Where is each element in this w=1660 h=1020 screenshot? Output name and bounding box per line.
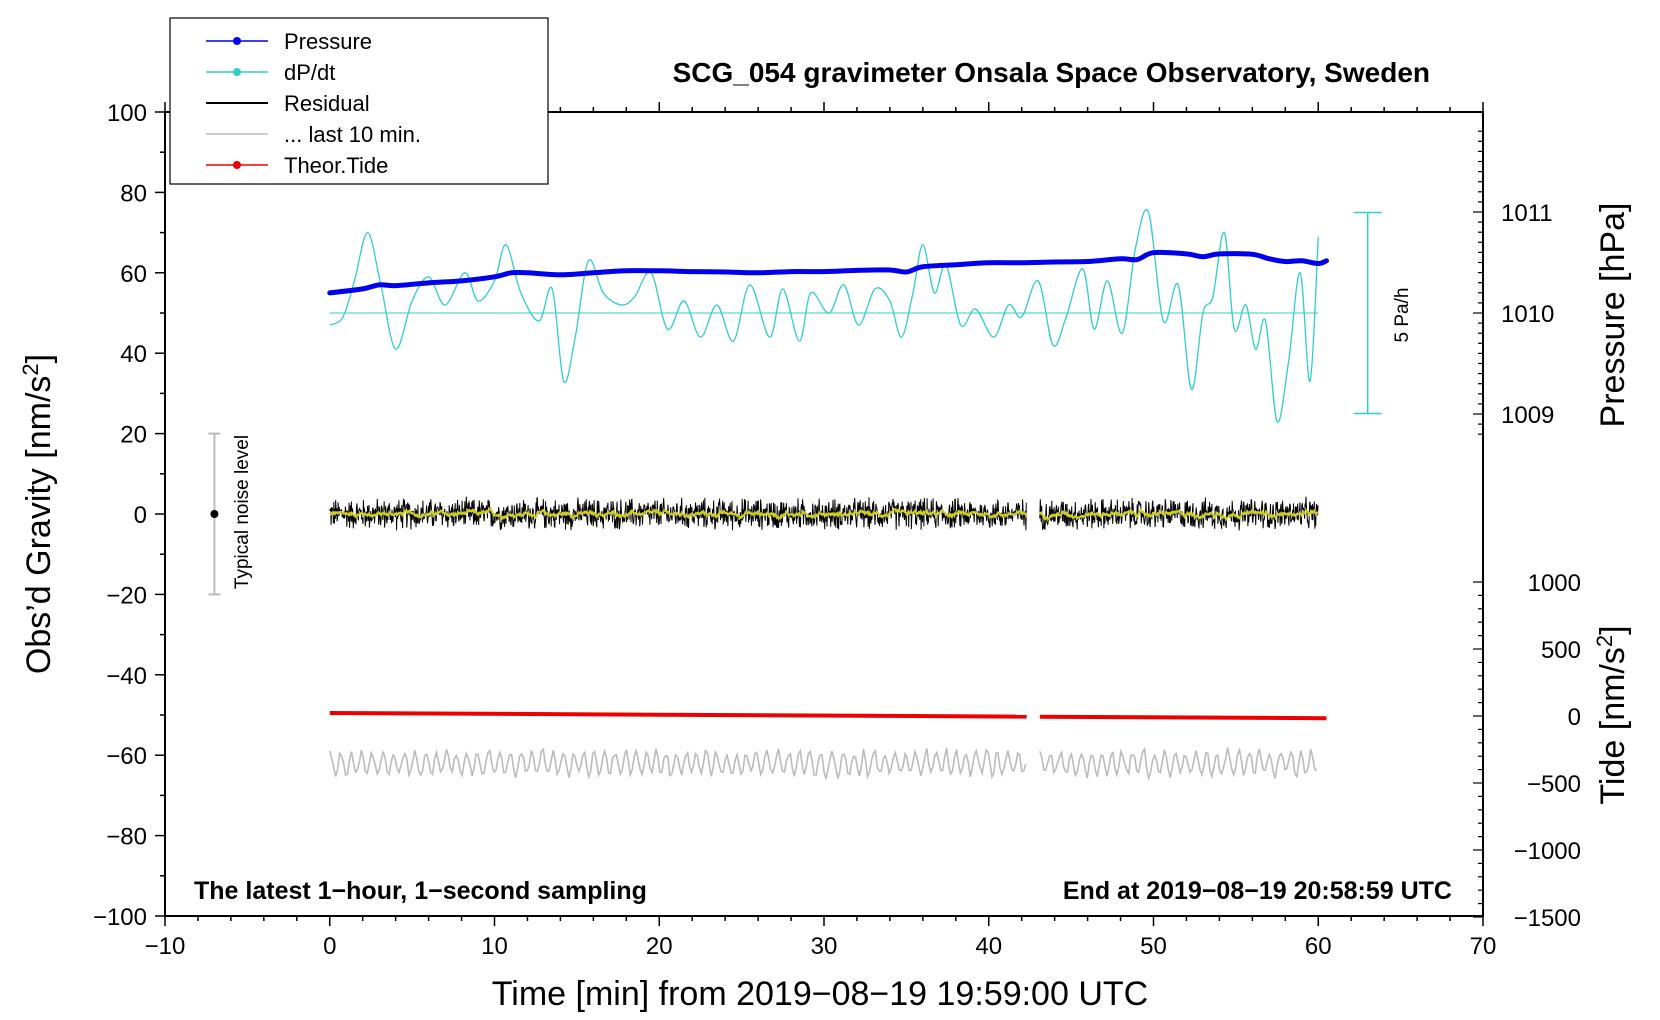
legend-label: dP/dt bbox=[284, 60, 335, 85]
chart-title: SCG_054 gravimeter Onsala Space Observat… bbox=[673, 57, 1430, 88]
tide-line bbox=[329, 710, 1027, 719]
y-tick-label: 20 bbox=[120, 422, 147, 449]
scale-bars bbox=[208, 211, 1382, 596]
pressure-tick-labels: 1009 1010 1011 bbox=[1501, 200, 1554, 429]
y-axis-label-end: ] bbox=[20, 354, 58, 363]
dpdt-line bbox=[329, 209, 1319, 423]
tide-axis-label-end: ] bbox=[1594, 625, 1632, 634]
last-10-min-line bbox=[329, 747, 1027, 780]
legend-label: Theor.Tide bbox=[284, 153, 388, 178]
series-layer bbox=[327, 209, 1329, 782]
y-tick-label: 0 bbox=[134, 502, 147, 529]
y-axis-label-sup: 2 bbox=[18, 363, 43, 375]
tide-axis-label: Tide [nm/s2] bbox=[1592, 625, 1632, 804]
y-tick-label: −80 bbox=[106, 824, 147, 851]
legend-label: Pressure bbox=[284, 29, 372, 54]
tide-tick-label: 1000 bbox=[1528, 570, 1581, 597]
tide-tick-label: −500 bbox=[1527, 771, 1581, 798]
residual-smoothed-line bbox=[329, 507, 1028, 521]
y-tick-label: −20 bbox=[106, 582, 147, 609]
pressure-line bbox=[327, 249, 1329, 296]
pressure-tick-label: 1009 bbox=[1501, 402, 1554, 429]
x-tick-label: 70 bbox=[1470, 933, 1497, 960]
tide-tick-label: −1000 bbox=[1514, 838, 1581, 865]
y-tick-label: −100 bbox=[93, 904, 147, 931]
legend-label: Residual bbox=[284, 91, 370, 116]
pressure-tick-label: 1010 bbox=[1501, 301, 1554, 328]
legend-marker-1 bbox=[233, 68, 241, 76]
x-tick-label: 20 bbox=[646, 933, 673, 960]
tide-line bbox=[1039, 714, 1327, 721]
x-tick-label: −10 bbox=[145, 933, 186, 960]
legend-marker-0 bbox=[233, 37, 241, 45]
x-tick-label: 30 bbox=[811, 933, 838, 960]
tide-tick-label: −1500 bbox=[1514, 905, 1581, 932]
y-axis-label: Obs’d Gravity [nm/s2] bbox=[18, 354, 58, 674]
sampling-note: The latest 1−hour, 1−second sampling bbox=[194, 877, 647, 905]
x-tick-label: 0 bbox=[323, 933, 336, 960]
y-axis-label-main: Obs’d Gravity [nm/s bbox=[20, 376, 58, 675]
x-tick-labels: −10 0 10 20 30 40 50 60 70 bbox=[145, 933, 1497, 960]
dpdt-scale-label: 5 Pa/h bbox=[1392, 288, 1413, 343]
x-tick-label: 60 bbox=[1305, 933, 1332, 960]
tide-tick-labels: −1500 −1000 −500 0 500 1000 bbox=[1514, 570, 1581, 932]
y-tick-label: 60 bbox=[120, 261, 147, 288]
y-tick-label: 100 bbox=[107, 100, 147, 127]
last-10-min-line bbox=[1039, 746, 1318, 782]
tide-tick-label: 0 bbox=[1568, 704, 1581, 731]
legend: Pressure dP/dt Residual ... last 10 min. The… bbox=[169, 17, 549, 185]
y-tick-label: −40 bbox=[106, 663, 147, 690]
y-tick-label: 40 bbox=[120, 341, 147, 368]
pressure-tick-label: 1011 bbox=[1501, 200, 1553, 227]
pressure-axis-label: Pressure [hPa] bbox=[1594, 203, 1632, 428]
end-time-note: End at 2019−08−19 20:58:59 UTC bbox=[1063, 877, 1452, 905]
y-tick-labels: −100 −80 −60 −40 −20 0 20 40 60 80 100 bbox=[93, 100, 147, 931]
x-tick-label: 10 bbox=[481, 933, 508, 960]
legend-label: ... last 10 min. bbox=[284, 122, 421, 147]
tide-tick-label: 500 bbox=[1541, 637, 1581, 664]
y-tick-label: 80 bbox=[120, 180, 147, 207]
residual-smoothed-line bbox=[1038, 508, 1319, 521]
x-axis-label: Time [min] from 2019−08−19 19:59:00 UTC bbox=[492, 975, 1148, 1013]
residual-line bbox=[1039, 496, 1319, 531]
noise-level-label: Typical noise level bbox=[232, 435, 253, 589]
noise-bar-dot bbox=[210, 510, 219, 518]
tide-axis-label-main: Tide [nm/s bbox=[1594, 647, 1632, 804]
legend-box bbox=[169, 17, 549, 185]
tide-axis-label-sup: 2 bbox=[1592, 635, 1617, 647]
x-tick-label: 40 bbox=[975, 933, 1002, 960]
y-tick-label: −60 bbox=[106, 743, 147, 770]
x-tick-label: 50 bbox=[1140, 933, 1167, 960]
legend-marker-4 bbox=[233, 161, 241, 169]
